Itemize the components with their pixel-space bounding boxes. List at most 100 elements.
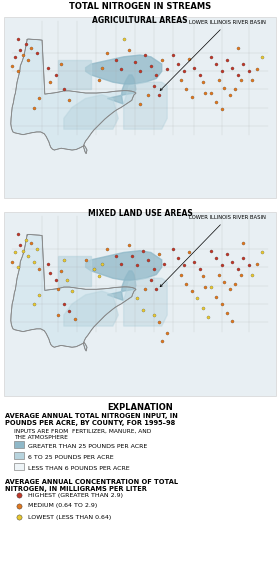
Point (228, 285, 232, 294)
Point (34, 49, 39, 58)
Point (45, 63, 50, 72)
Point (157, 90, 161, 100)
Point (162, 259, 167, 268)
Point (176, 254, 180, 263)
Point (214, 59, 218, 69)
Point (192, 63, 197, 72)
Point (32, 257, 36, 266)
Point (48, 77, 52, 87)
Point (59, 59, 63, 69)
Point (37, 94, 42, 103)
Point (21, 246, 25, 255)
Point (176, 59, 180, 69)
Point (225, 56, 229, 65)
Point (222, 277, 227, 286)
Bar (14, 441, 24, 448)
Point (15, 262, 20, 272)
Text: LESS THAN 6 POUNDS PER ACRE: LESS THAN 6 POUNDS PER ACRE (28, 466, 130, 471)
Point (184, 85, 188, 94)
Point (37, 290, 42, 299)
Polygon shape (11, 39, 136, 154)
Point (48, 268, 52, 278)
Point (203, 283, 207, 292)
Point (157, 318, 161, 327)
Bar (14, 463, 24, 470)
Point (233, 85, 237, 94)
Point (198, 264, 202, 274)
Point (260, 248, 265, 257)
Bar (4, 17, 276, 198)
Point (18, 45, 23, 54)
Point (97, 272, 101, 281)
Point (105, 49, 109, 58)
Text: MIXED LAND USE AREAS: MIXED LAND USE AREAS (88, 209, 192, 218)
Point (53, 70, 58, 80)
Point (241, 59, 246, 69)
Point (138, 99, 142, 109)
Point (190, 286, 194, 296)
Point (10, 257, 14, 266)
Point (67, 96, 71, 105)
Point (230, 257, 235, 266)
Text: AVERAGE ANNUAL CONCENTRATION OF TOTAL
NITROGEN, IN MILLIGRAMS PER LITER: AVERAGE ANNUAL CONCENTRATION OF TOTAL NI… (5, 479, 178, 492)
Text: HIGHEST (GREATER THAN 2.9): HIGHEST (GREATER THAN 2.9) (28, 492, 123, 498)
Point (187, 54, 191, 63)
Point (228, 90, 232, 100)
Point (157, 249, 161, 259)
Polygon shape (64, 95, 118, 129)
Point (34, 244, 39, 254)
Point (209, 246, 213, 255)
Point (217, 270, 221, 279)
Point (249, 76, 254, 85)
Point (219, 261, 224, 270)
Point (135, 294, 139, 303)
Point (138, 66, 142, 76)
Point (160, 56, 164, 65)
Point (209, 88, 213, 97)
Point (219, 299, 224, 309)
Point (171, 50, 175, 60)
Point (26, 251, 31, 261)
Polygon shape (64, 291, 118, 326)
Point (127, 241, 131, 250)
Point (24, 39, 28, 49)
Point (119, 259, 123, 268)
Point (113, 56, 118, 65)
Point (119, 65, 123, 74)
Point (249, 270, 254, 279)
Point (18, 241, 23, 250)
Point (151, 264, 156, 274)
Point (200, 303, 205, 312)
Point (203, 88, 207, 97)
Point (15, 66, 20, 76)
Point (184, 279, 188, 288)
Point (225, 309, 229, 318)
Point (73, 314, 77, 323)
Point (181, 261, 186, 270)
Point (113, 251, 118, 261)
Text: EXPLANATION: EXPLANATION (107, 403, 173, 412)
Point (217, 76, 221, 85)
Point (222, 83, 227, 92)
Point (214, 292, 218, 301)
Polygon shape (59, 60, 91, 89)
Point (171, 244, 175, 254)
Point (200, 77, 205, 87)
Point (100, 259, 104, 268)
Text: AGRICULTURAL AREAS: AGRICULTURAL AREAS (92, 16, 188, 25)
Point (214, 254, 218, 263)
Point (24, 235, 28, 244)
Point (209, 283, 213, 292)
Point (45, 259, 50, 268)
Point (29, 238, 33, 248)
Point (56, 285, 61, 294)
Text: MEDIUM (0.64 TO 2.9): MEDIUM (0.64 TO 2.9) (28, 504, 97, 508)
Point (37, 264, 42, 274)
Point (219, 104, 224, 114)
Point (165, 329, 169, 338)
Point (10, 61, 14, 70)
Point (59, 266, 63, 275)
Point (151, 81, 156, 90)
Point (13, 248, 17, 257)
Point (141, 305, 145, 314)
